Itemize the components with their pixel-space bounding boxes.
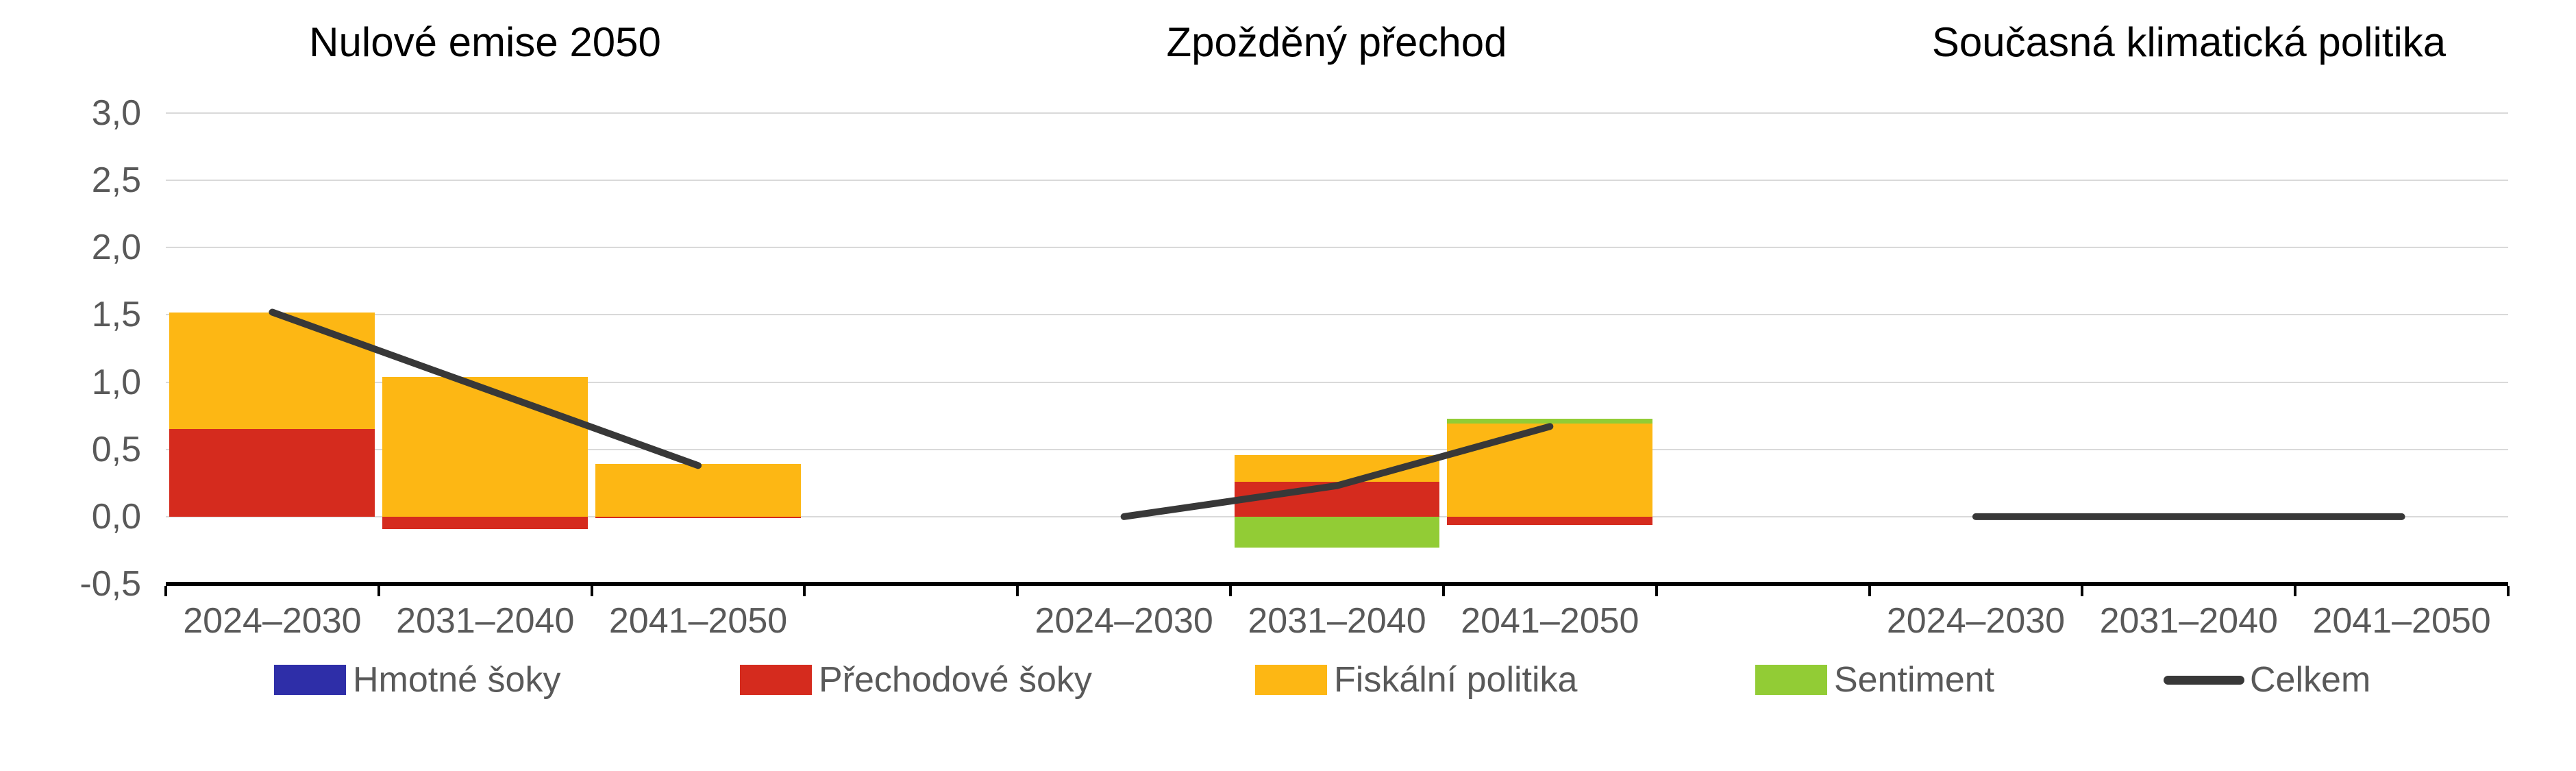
x-axis-label: 2031–2040	[1248, 601, 1426, 641]
gridline	[166, 112, 2508, 114]
y-axis-label: 1,0	[91, 362, 141, 402]
legend-label: Přechodové šoky	[819, 660, 1092, 700]
x-axis-label: 2024–2030	[1035, 601, 1213, 641]
bar-segment	[595, 464, 801, 517]
gridline	[166, 247, 2508, 249]
legend-item: Přechodové šoky	[740, 658, 1092, 702]
bar-segment	[1234, 516, 1440, 548]
bar-segment	[1447, 516, 1653, 525]
bar-segment	[169, 312, 375, 430]
legend-item: Sentiment	[1755, 658, 1994, 702]
legend-swatch-rect	[1755, 665, 1827, 695]
bar-segment	[382, 376, 589, 517]
x-axis-tick	[2294, 586, 2297, 596]
legend-swatch-rect	[1255, 665, 1327, 695]
legend-item: Fiskální politika	[1255, 658, 1577, 702]
x-axis-tick	[2081, 586, 2084, 596]
bar-segment	[1447, 418, 1653, 424]
x-axis-label: 2041–2050	[1461, 601, 1639, 641]
x-axis-tick	[1016, 586, 1019, 596]
x-axis-label: 2031–2040	[396, 601, 575, 641]
bar-segment	[382, 516, 589, 529]
gridline	[166, 314, 2508, 316]
legend-item: Hmotné šoky	[274, 658, 560, 702]
bar-segment	[1447, 424, 1653, 517]
x-axis-label: 2041–2050	[2312, 601, 2491, 641]
y-axis-label: 3,0	[91, 93, 141, 133]
legend-swatch-line	[2164, 675, 2244, 685]
y-axis-label: -0,5	[79, 564, 141, 604]
x-axis-label: 2041–2050	[608, 601, 788, 641]
bar-segment	[169, 429, 375, 517]
x-axis-tick	[164, 586, 167, 596]
y-axis-label: 2,5	[91, 160, 141, 201]
x-axis-label: 2031–2040	[2099, 601, 2278, 641]
x-axis-tick	[1441, 586, 1445, 596]
y-axis-label: 0,5	[91, 429, 141, 469]
gridline	[166, 180, 2508, 182]
x-axis-tick	[803, 586, 806, 596]
x-axis-tick	[1229, 586, 1233, 596]
x-axis-tick	[2507, 586, 2510, 596]
panel-title-current-policy: Současná klimatická politika	[1931, 19, 2447, 65]
legend-label: Celkem	[2250, 660, 2371, 700]
x-axis-tick	[377, 586, 380, 596]
x-axis-label: 2024–2030	[183, 601, 362, 641]
total-line	[1120, 423, 1554, 520]
x-axis-label: 2024–2030	[1886, 601, 2066, 641]
legend-label: Hmotné šoky	[353, 660, 561, 700]
legend-label: Sentiment	[1834, 660, 1995, 700]
plot-area	[164, 112, 2510, 596]
panel-title-net-zero: Nulové emise 2050	[309, 19, 661, 65]
y-axis-label: 1,5	[91, 295, 141, 335]
x-axis-line	[166, 582, 2508, 586]
legend-item: Celkem	[2164, 658, 2370, 702]
legend-swatch-rect	[740, 665, 812, 695]
gridline	[166, 381, 2508, 383]
x-axis-tick	[590, 586, 593, 596]
total-line-layer	[269, 308, 2405, 520]
panel-title-delayed-transition: Zpožděný přechod	[1166, 19, 1507, 65]
y-axis-label: 0,0	[91, 496, 141, 537]
bar-segment	[595, 516, 801, 518]
x-axis-tick	[1655, 586, 1658, 596]
legend-swatch-rect	[274, 665, 346, 695]
gridline	[166, 448, 2508, 450]
total-line	[269, 308, 702, 469]
y-axis-label: 2,0	[91, 228, 141, 268]
x-axis-tick	[1868, 586, 1871, 596]
legend-label: Fiskální politika	[1334, 660, 1578, 700]
